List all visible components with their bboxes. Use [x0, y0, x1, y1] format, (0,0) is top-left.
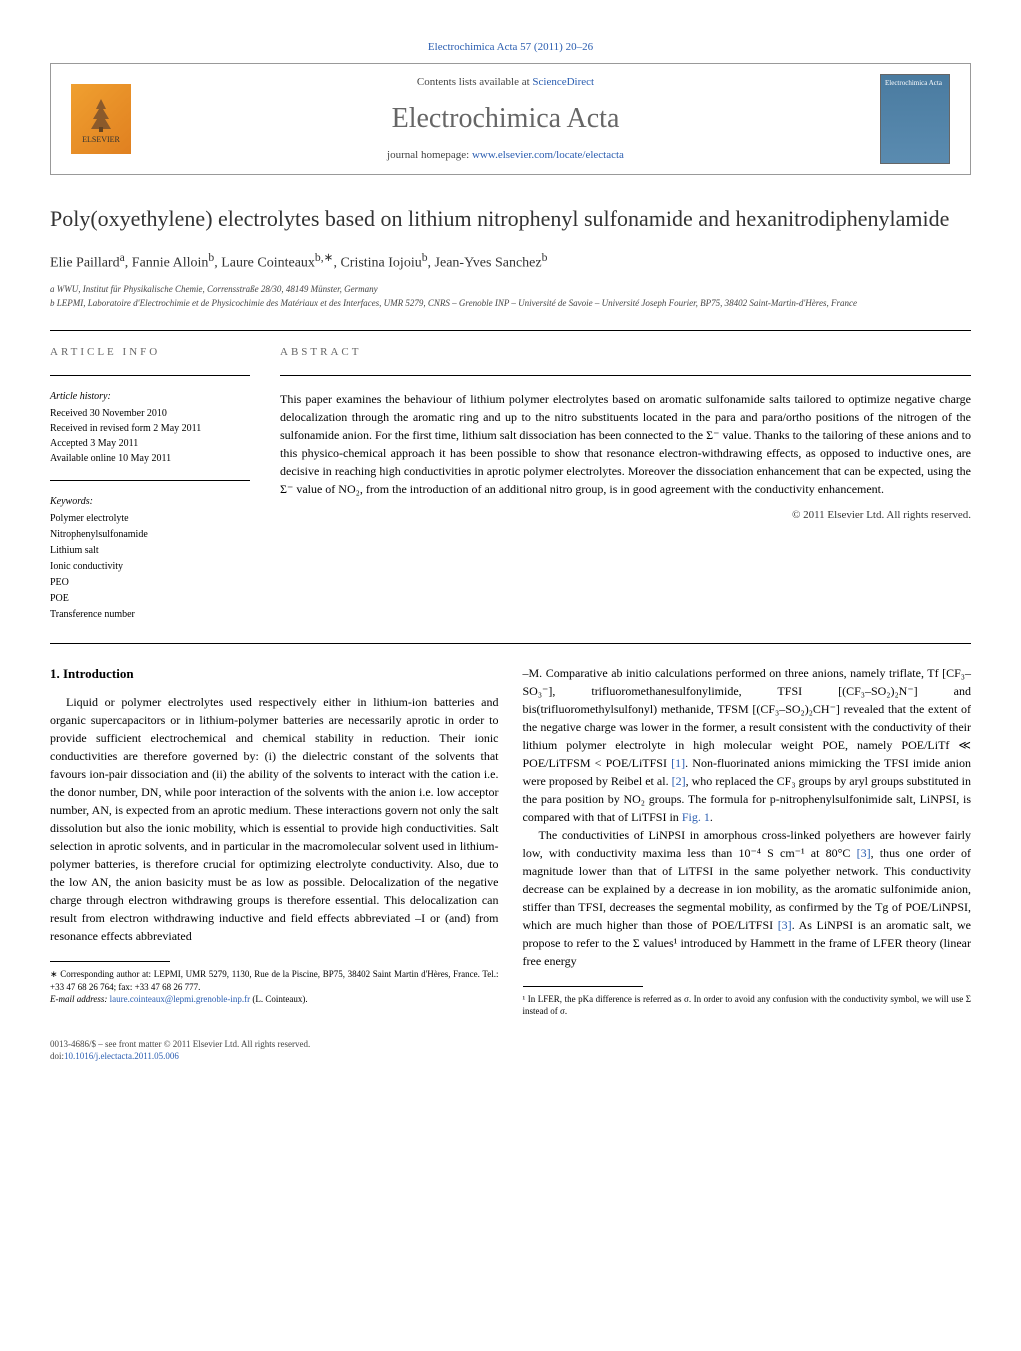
journal-homepage: journal homepage: www.elsevier.com/locat…: [151, 148, 860, 163]
keywords-list: Polymer electrolyteNitrophenylsulfonamid…: [50, 511, 250, 623]
divider-bottom: [50, 643, 971, 644]
history-heading: Article history:: [50, 390, 250, 404]
body-para-col1-1: Liquid or polymer electrolytes used resp…: [50, 693, 499, 945]
citation-link[interactable]: Electrochimica Acta 57 (2011) 20–26: [428, 41, 593, 53]
contents-line: Contents lists available at ScienceDirec…: [151, 75, 860, 90]
abstract-text: This paper examines the behaviour of lit…: [280, 390, 971, 498]
abstract-divider: [280, 375, 971, 376]
footnote-separator-right: [523, 986, 643, 987]
email-label: E-mail address:: [50, 994, 107, 1004]
homepage-prefix: journal homepage:: [387, 149, 472, 161]
doi-link[interactable]: 10.1016/j.electacta.2011.05.006: [64, 1051, 179, 1061]
info-divider-2: [50, 480, 250, 481]
cover-label: Electrochimica Acta: [885, 79, 942, 87]
body-column-right: –M. Comparative ab initio calculations p…: [523, 664, 972, 1018]
footnote-1: ¹ In LFER, the pKa difference is referre…: [523, 993, 972, 1018]
article-info-column: ARTICLE INFO Article history: Received 3…: [50, 345, 250, 622]
doi-line: doi:10.1016/j.electacta.2011.05.006: [50, 1050, 971, 1063]
info-label: ARTICLE INFO: [50, 345, 250, 360]
email-suffix: (L. Cointeaux).: [252, 994, 307, 1004]
body-para-col2-2: The conductivities of LiNPSI in amorphou…: [523, 826, 972, 970]
elsevier-tree-icon: [81, 94, 121, 134]
homepage-link[interactable]: www.elsevier.com/locate/electacta: [472, 149, 624, 161]
email-link[interactable]: laure.cointeaux@lepmi.grenoble-inp.fr: [110, 994, 250, 1004]
corr-text: Corresponding author at: LEPMI, UMR 5279…: [50, 969, 499, 992]
footnote-1-num: ¹: [523, 994, 526, 1004]
footer-meta: 0013-4686/$ – see front matter © 2011 El…: [50, 1038, 971, 1063]
issn-line: 0013-4686/$ – see front matter © 2011 El…: [50, 1038, 971, 1051]
journal-center: Contents lists available at ScienceDirec…: [151, 75, 860, 163]
email-footnote: E-mail address: laure.cointeaux@lepmi.gr…: [50, 993, 499, 1006]
header-citation: Electrochimica Acta 57 (2011) 20–26: [50, 40, 971, 55]
info-abstract-row: ARTICLE INFO Article history: Received 3…: [50, 345, 971, 622]
journal-cover: Electrochimica Acta: [880, 74, 950, 164]
contents-prefix: Contents lists available at: [417, 76, 532, 88]
body-para-col2-1: –M. Comparative ab initio calculations p…: [523, 664, 972, 826]
affiliations: a WWU, Institut für Physikalische Chemie…: [50, 283, 971, 310]
keywords-heading: Keywords:: [50, 495, 250, 509]
elsevier-logo: ELSEVIER: [71, 84, 131, 154]
authors-line: Elie Paillarda, Fannie Alloinb, Laure Co…: [50, 250, 971, 273]
body-column-left: 1. Introduction Liquid or polymer electr…: [50, 664, 499, 1018]
body-columns: 1. Introduction Liquid or polymer electr…: [50, 664, 971, 1018]
footnote-1-text: In LFER, the pKa difference is referred …: [523, 994, 972, 1017]
affiliation-b: b LEPMI, Laboratoire d'Electrochimie et …: [50, 297, 971, 311]
affiliation-a: a WWU, Institut für Physikalische Chemie…: [50, 283, 971, 297]
abstract-label: ABSTRACT: [280, 345, 971, 360]
corresponding-footnote: ∗ Corresponding author at: LEPMI, UMR 52…: [50, 968, 499, 993]
journal-header-box: ELSEVIER Contents lists available at Sci…: [50, 63, 971, 175]
divider-top: [50, 330, 971, 331]
abstract-column: ABSTRACT This paper examines the behavio…: [280, 345, 971, 622]
info-divider-1: [50, 375, 250, 376]
doi-label: doi:: [50, 1051, 64, 1061]
section-heading-intro: 1. Introduction: [50, 664, 499, 684]
journal-title: Electrochimica Acta: [151, 99, 860, 138]
footnote-separator-left: [50, 961, 170, 962]
abstract-copyright: © 2011 Elsevier Ltd. All rights reserved…: [280, 508, 971, 523]
history-text: Received 30 November 2010Received in rev…: [50, 406, 250, 466]
article-title: Poly(oxyethylene) electrolytes based on …: [50, 205, 971, 234]
corr-star: ∗: [50, 969, 58, 979]
sciencedirect-link[interactable]: ScienceDirect: [532, 76, 594, 88]
elsevier-label: ELSEVIER: [82, 134, 120, 145]
